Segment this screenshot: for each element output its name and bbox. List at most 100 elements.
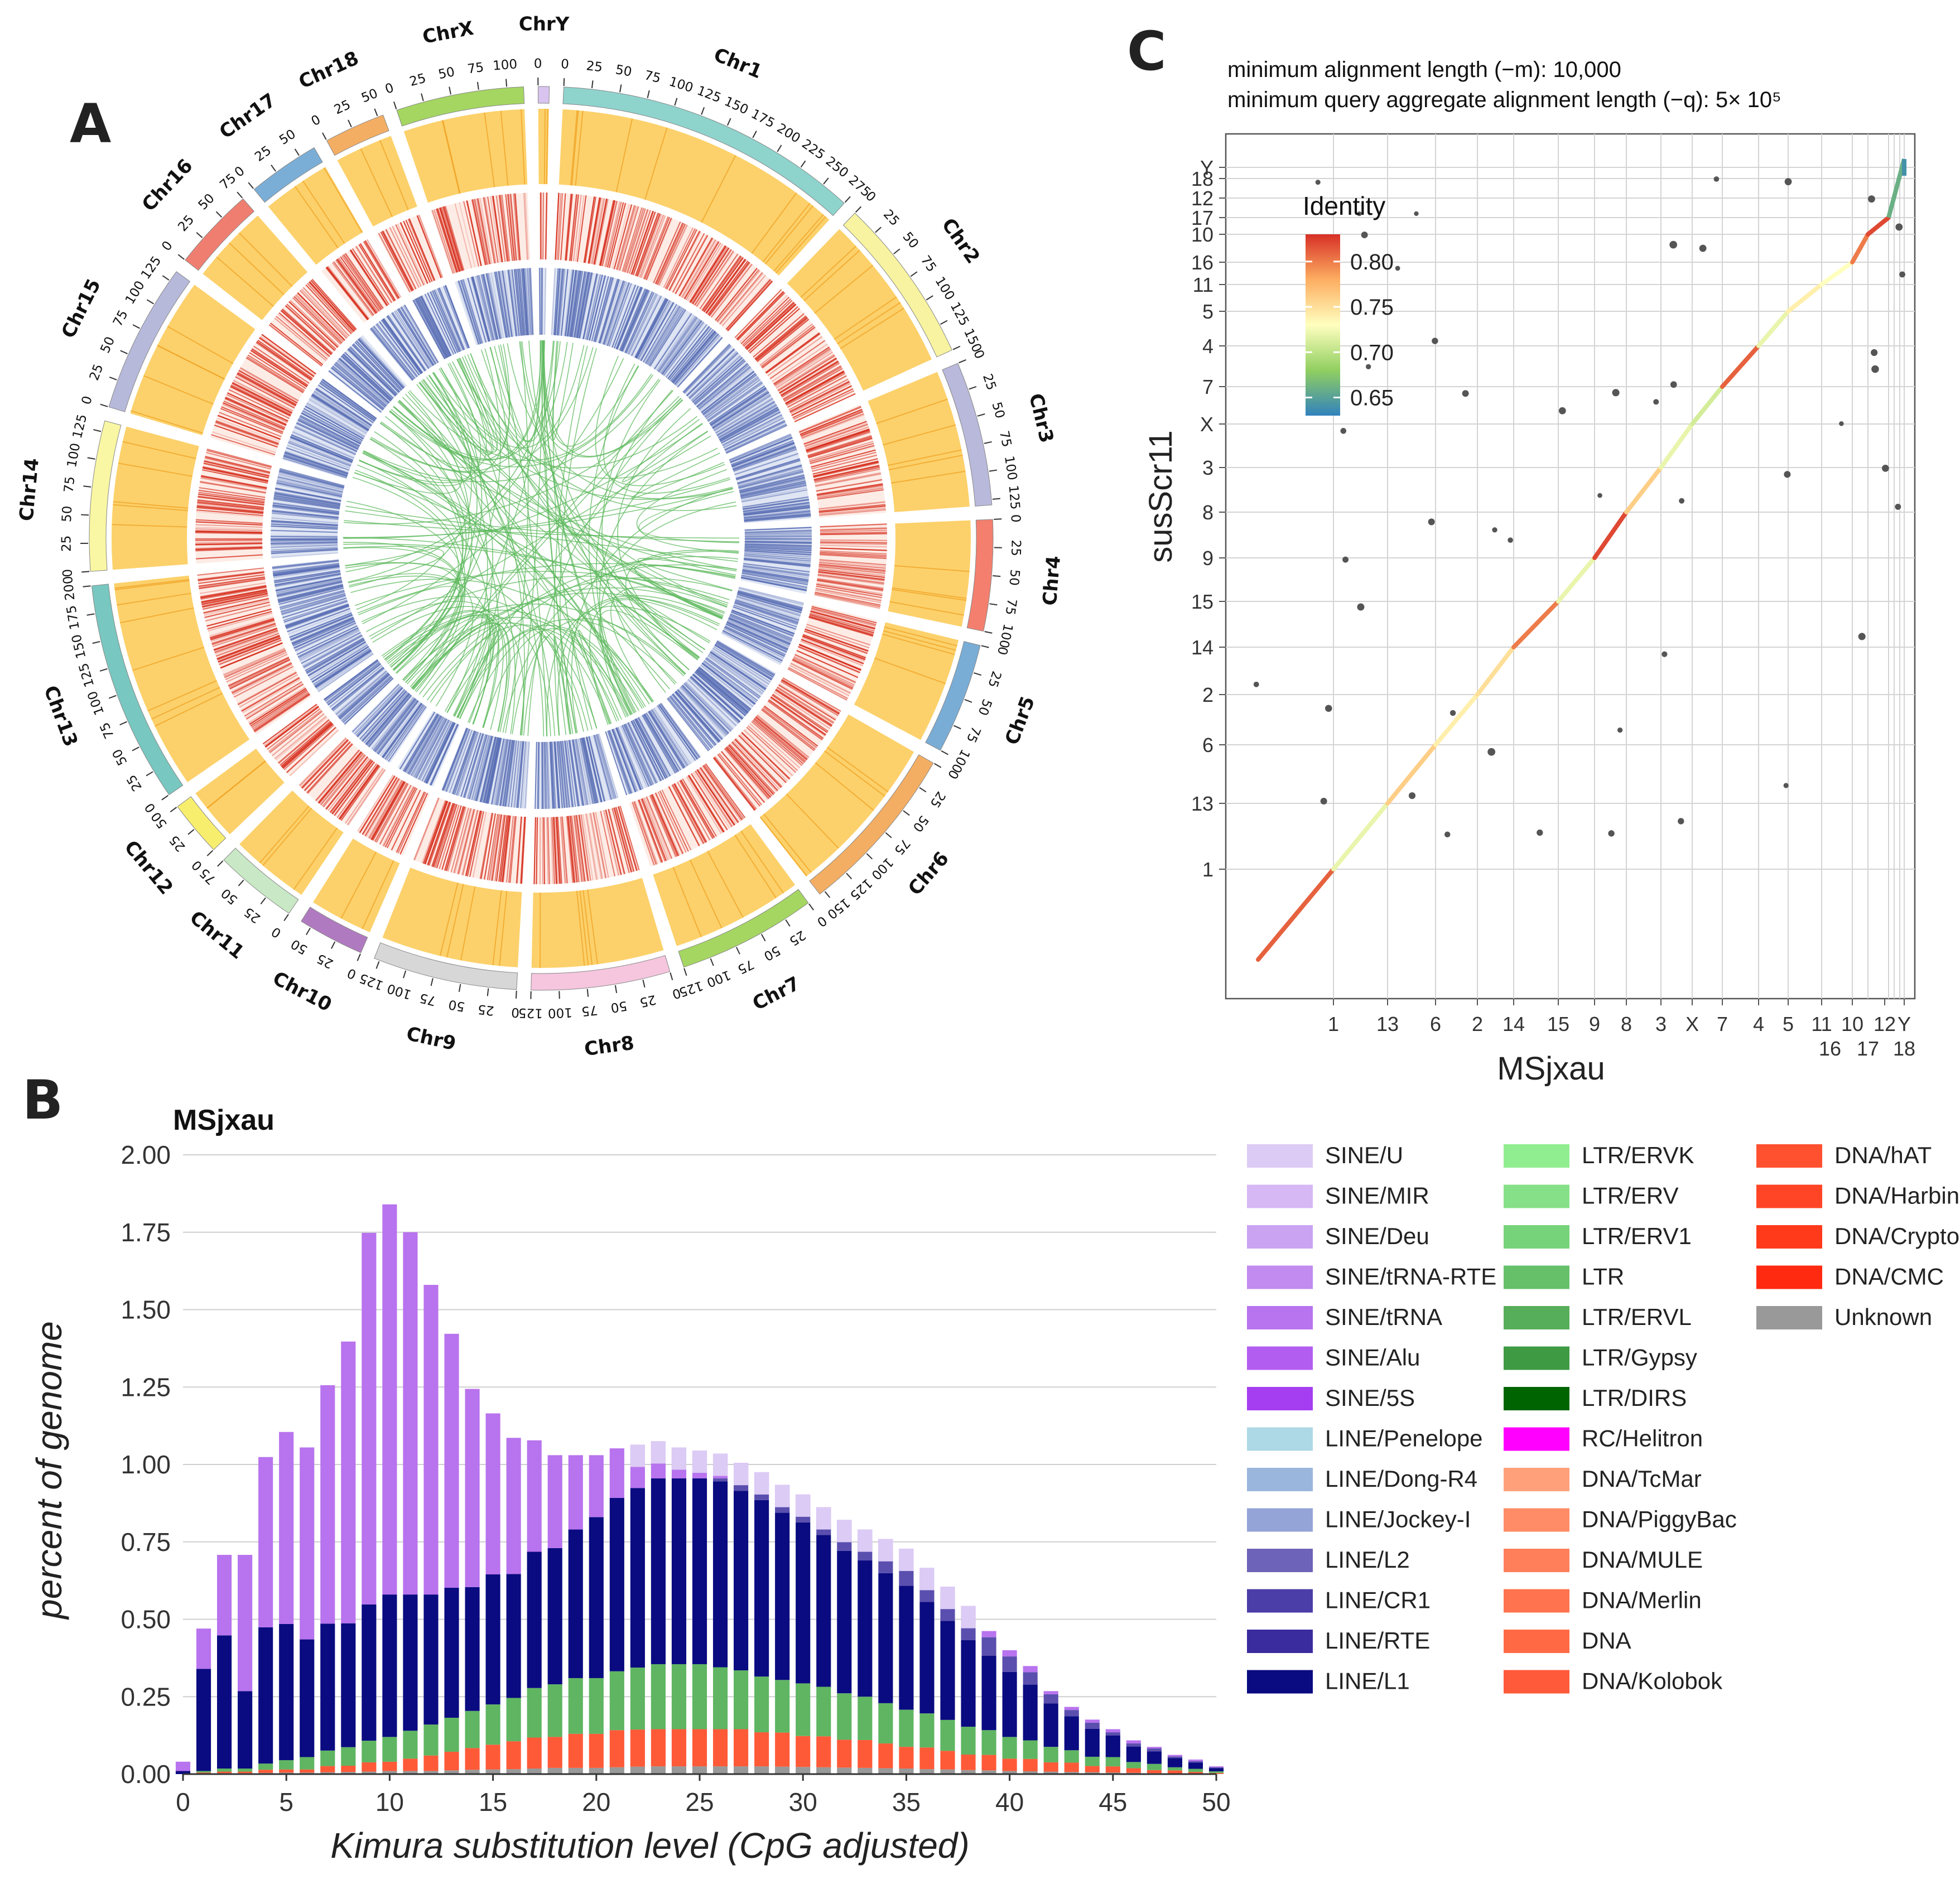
heatmap-red-line: [424, 801, 448, 865]
bar-segment: [362, 1232, 377, 1604]
chromosome-tick-mark: [846, 873, 853, 880]
heatmap-red-line: [198, 571, 264, 580]
legend-swatch: [1247, 1589, 1313, 1613]
bar-segment: [279, 1760, 294, 1770]
heatmap-blue-line: [373, 698, 416, 751]
heatmap-red-line: [608, 808, 625, 874]
heatmap-blue-line: [704, 376, 759, 417]
heatmap-blue-line: [551, 268, 556, 335]
heatmap-blue-line: [603, 280, 625, 345]
heatmap-red-line: [726, 746, 772, 798]
heatmap-blue-line: [524, 268, 530, 335]
gene-density-track: [114, 575, 250, 782]
heatmap-blue-line: [709, 652, 766, 691]
heatmap-red-line: [553, 817, 557, 884]
heatmap-blue-line: [648, 711, 685, 769]
heatmap-red-line: [820, 531, 887, 534]
heatmap-red-line: [331, 760, 373, 815]
heatmap-red-line: [466, 811, 483, 876]
synteny-link: [363, 451, 650, 705]
heatmap-blue-line: [558, 268, 565, 336]
heatmap-red-line: [631, 211, 654, 275]
chromosome-tick-mark: [487, 988, 489, 996]
heatmap-red-line: [809, 442, 874, 462]
heatmap-red-line: [642, 798, 667, 861]
heatmap-blue-line: [743, 565, 810, 576]
chromosome-tick-label: 25: [787, 927, 808, 948]
y-tick-label: 0.50: [121, 1605, 171, 1634]
heatmap-blue-line: [736, 460, 801, 480]
x-tick-label: 9: [1589, 1013, 1600, 1035]
heatmap-blue-line: [497, 739, 509, 806]
heatmap-blue-line: [723, 417, 784, 449]
heatmap-red-line: [195, 528, 263, 532]
gene-density-line: [122, 441, 196, 459]
off-diagonal-point: [1670, 381, 1677, 388]
heatmap-red-line: [545, 192, 548, 260]
synteny-link: [456, 625, 644, 718]
heatmap-blue-line: [738, 471, 804, 489]
legend-swatch: [1504, 1508, 1569, 1532]
bar-segment: [547, 1455, 562, 1548]
heatmap-blue-line: [286, 447, 350, 471]
bar-segment: [196, 1669, 211, 1771]
heatmap-red-line: [712, 757, 755, 811]
heatmap-red-line: [744, 301, 794, 349]
synteny-link: [412, 622, 589, 731]
legend-swatch: [1504, 1387, 1569, 1410]
bar-segment: [1147, 1763, 1162, 1770]
gene-density-line: [293, 827, 338, 890]
heatmap-blue-line: [281, 594, 346, 615]
heatmap-blue-line: [485, 738, 501, 804]
bar-segment: [589, 1455, 604, 1517]
gene-density-line: [889, 601, 964, 616]
chromosome-name: Chr15: [57, 276, 105, 342]
bar-segment: [796, 1522, 811, 1684]
heatmap-red-line: [223, 402, 285, 430]
heatmap-blue-line: [400, 307, 436, 365]
bar-segment: [238, 1691, 253, 1769]
heatmap-blue-line: [309, 399, 367, 435]
chromosome-ideogram: [89, 420, 122, 572]
bar-segment: [630, 1668, 645, 1730]
heatmap-blue-line: [734, 452, 798, 475]
bar-segment: [465, 1587, 480, 1711]
synteny-link: [542, 340, 632, 715]
x-tick-label: 11: [1811, 1013, 1832, 1035]
heatmap-blue-line: [687, 679, 736, 727]
chromosome-tick-label: 150: [722, 94, 750, 118]
synteny-link: [624, 591, 710, 650]
heatmap-red-line: [726, 280, 772, 331]
heatmap-red-line: [747, 725, 798, 771]
chromosome-tick-mark: [808, 903, 815, 910]
heatmap-blue-line: [649, 710, 686, 768]
chromosome-tick-mark: [393, 102, 397, 109]
heatmap-red-line: [776, 351, 833, 389]
heatmap-red-line: [472, 199, 487, 266]
bar-segment: [712, 1667, 728, 1729]
alignment-segment: [1433, 692, 1480, 747]
synteny-link: [370, 340, 545, 472]
heatmap-blue-line: [274, 492, 341, 505]
heatmap-red-line: [327, 266, 370, 320]
heatmap-red-line: [505, 816, 514, 883]
heatmap-blue-line: [507, 740, 517, 807]
heatmap-blue-line: [335, 361, 388, 406]
gene-density-line: [891, 470, 966, 484]
bar-segment: [1147, 1748, 1162, 1752]
bar-segment: [506, 1438, 521, 1574]
heatmap-blue-line: [314, 391, 370, 428]
heatmap-red-line: [336, 763, 377, 818]
chromosome-tick-label: 0: [269, 924, 284, 941]
heatmap-blue-line: [627, 722, 657, 784]
chromosome-tick-label: 50: [761, 943, 782, 963]
heatmap-blue-line: [698, 365, 750, 409]
heatmap-red-line: [810, 613, 875, 632]
heatmap-blue-line: [553, 741, 560, 809]
legend-swatch: [1247, 1184, 1313, 1208]
heatmap-blue-line: [294, 426, 357, 455]
heatmap-red-line: [454, 808, 473, 874]
heatmap-red-line: [590, 812, 603, 879]
synteny-link: [631, 452, 725, 499]
heatmap-red-line: [422, 800, 447, 864]
